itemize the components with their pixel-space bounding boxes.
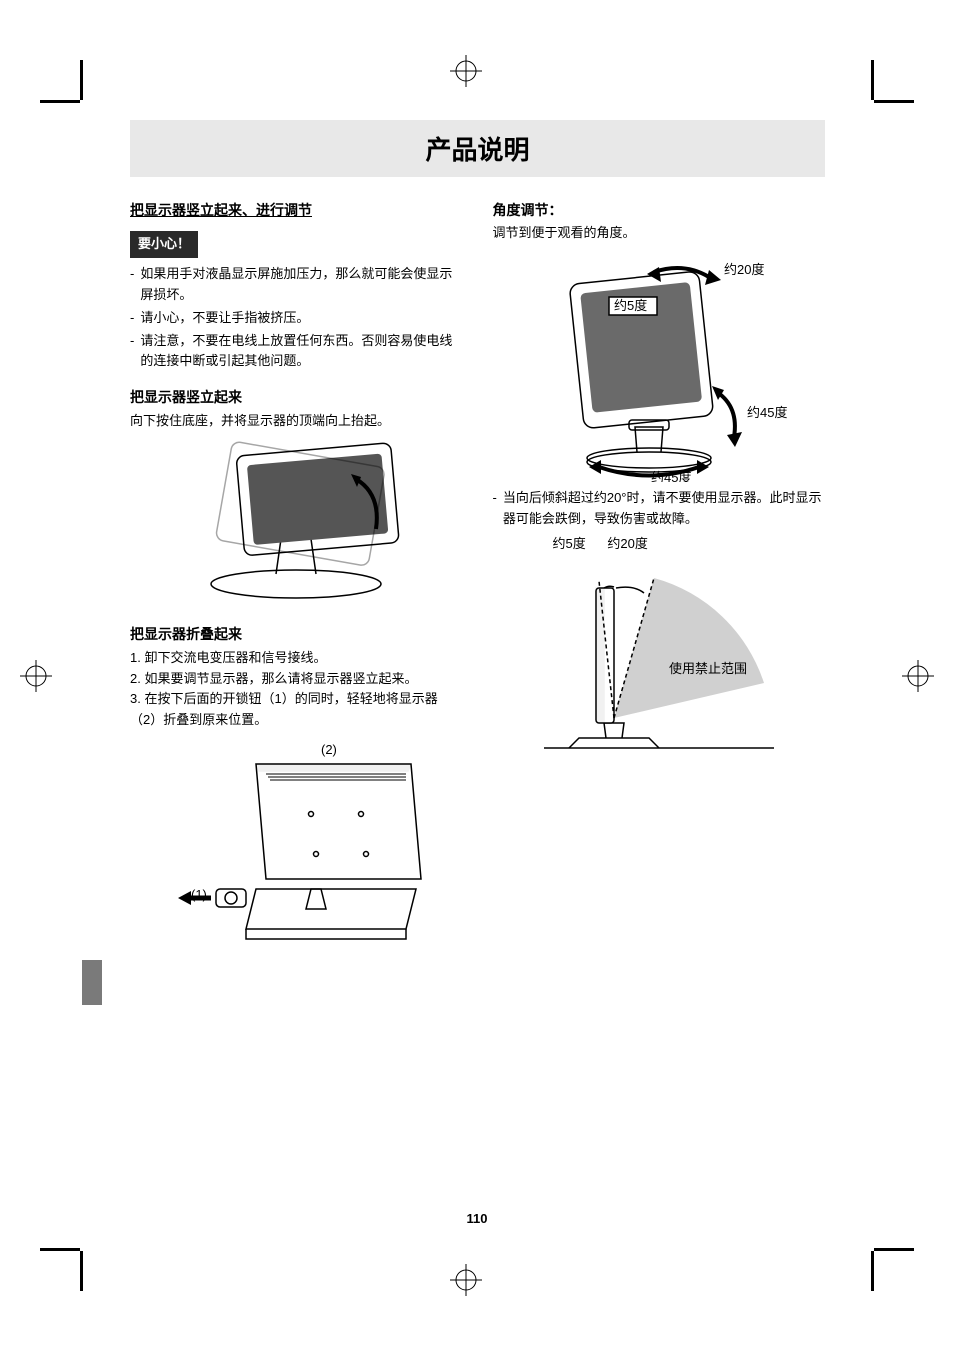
warning-text: -当向后倾斜超过约20°时，请不要使用显示器。此时显示器可能会跌倒，导致伤害或故… <box>493 488 826 530</box>
registration-mark-icon <box>902 660 934 692</box>
figure-raise <box>130 439 463 609</box>
list-item: 2. 如果要调节显示器，那么请将显示器竖立起来。 <box>130 669 463 690</box>
page-content: 产品说明 把显示器竖立起来、进行调节 要小心！ -如果用手对液晶显示屏施加压力，… <box>130 120 825 949</box>
angle-label: 约5度 <box>614 298 647 313</box>
figure-forbidden-range: 使用禁止范围 <box>493 563 826 763</box>
sub-heading: 把显示器竖立起来 <box>130 386 463 408</box>
angle-label: 约20度 <box>724 262 764 277</box>
registration-mark-icon <box>20 660 52 692</box>
crop-mark <box>40 1248 80 1251</box>
caution-label: 要小心！ <box>130 231 198 258</box>
thumb-tab <box>82 960 102 1005</box>
registration-mark-icon <box>450 55 482 87</box>
page-number: 110 <box>0 1211 954 1226</box>
page-title: 产品说明 <box>425 135 529 165</box>
crop-mark <box>874 1248 914 1251</box>
crop-mark <box>874 100 914 103</box>
crop-mark <box>40 100 80 103</box>
list-item: 1. 卸下交流电变压器和信号接线。 <box>130 648 463 669</box>
registration-mark-icon <box>450 1264 482 1296</box>
sub-heading: 角度调节： <box>493 199 826 221</box>
caution-list: -如果用手对液晶显示屏施加压力，那么就可能会使显示屏损坏。 -请小心，不要让手指… <box>130 264 463 372</box>
crop-mark <box>871 1251 874 1291</box>
left-column: 把显示器竖立起来、进行调节 要小心！ -如果用手对液晶显示屏施加压力，那么就可能… <box>130 199 463 949</box>
angle-label: 约45度 <box>747 405 787 420</box>
list-item: -请注意，不要在电线上放置任何东西。否则容易使电线的连接中断或引起其他问题。 <box>130 331 463 373</box>
angle-label: 约20度 <box>607 536 647 551</box>
body-text: 向下按住底座，并将显示器的顶端向上抬起。 <box>130 411 463 432</box>
crop-mark <box>80 60 83 100</box>
crop-mark <box>80 1251 83 1291</box>
list-item: -请小心，不要让手指被挤压。 <box>130 308 463 329</box>
figure-angle-range: 约20度 约5度 约45度 约45度 <box>493 252 826 482</box>
figure-fold: (2) (1) <box>130 739 463 949</box>
forbidden-label: 使用禁止范围 <box>669 661 747 676</box>
fold-steps: 1. 卸下交流电变压器和信号接线。 2. 如果要调节显示器，那么请将显示器竖立起… <box>130 648 463 731</box>
angle-label: 约5度 <box>553 536 586 551</box>
body-text: 调节到便于观看的角度。 <box>493 223 826 244</box>
sub-heading: 把显示器折叠起来 <box>130 623 463 645</box>
list-item: -如果用手对液晶显示屏施加压力，那么就可能会使显示屏损坏。 <box>130 264 463 306</box>
title-bar: 产品说明 <box>130 120 825 177</box>
angle-label: 约45度 <box>651 470 691 482</box>
callout-label: (2) <box>321 742 337 757</box>
list-item: 3. 在按下后面的开锁钮（1）的同时，轻轻地将显示器（2）折叠到原来位置。 <box>130 689 463 731</box>
section-heading: 把显示器竖立起来、进行调节 <box>130 199 463 221</box>
right-column: 角度调节： 调节到便于观看的角度。 <box>493 199 826 949</box>
crop-mark <box>871 60 874 100</box>
